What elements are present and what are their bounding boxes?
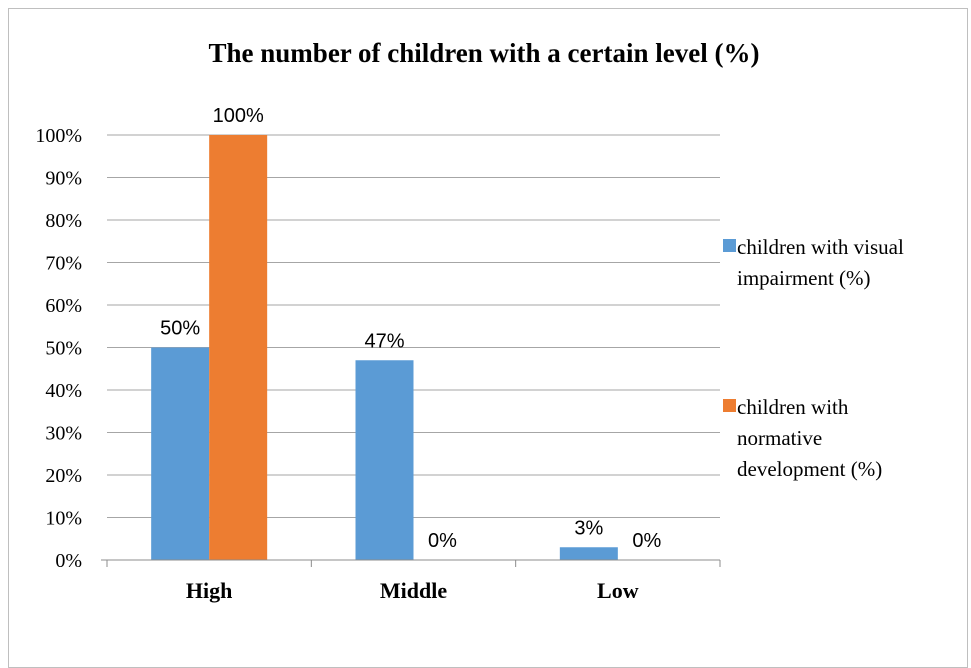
data-label: 0% xyxy=(632,530,661,552)
y-tick-label: 30% xyxy=(45,423,82,445)
bar xyxy=(355,360,414,560)
y-tick-label: 40% xyxy=(45,380,82,402)
legend-label-line: development (%) xyxy=(737,457,882,481)
legend-label-line: impairment (%) xyxy=(737,266,871,290)
legend-item: children with visual impairment (%) xyxy=(723,235,904,290)
bar xyxy=(209,135,268,560)
y-tick-label: 50% xyxy=(45,338,82,360)
legend-label: children with visual impairment (%) xyxy=(737,235,904,290)
x-tick-label: Middle xyxy=(380,578,447,603)
data-label: 50% xyxy=(160,318,200,340)
x-tick-label: High xyxy=(186,578,232,603)
y-tick-label: 100% xyxy=(35,125,82,147)
legend-label-line: children with visual xyxy=(737,235,904,259)
data-label: 3% xyxy=(574,517,603,539)
bars xyxy=(151,135,618,560)
data-label: 0% xyxy=(428,530,457,552)
legend-label: children with normative development (%) xyxy=(737,395,882,481)
legend-swatch xyxy=(723,399,736,412)
axes xyxy=(101,559,721,567)
y-tick-label: 80% xyxy=(45,210,82,232)
bar-chart: The number of children with a certain le… xyxy=(35,38,904,603)
y-tick-label: 70% xyxy=(45,253,82,275)
y-tick-label: 90% xyxy=(45,168,82,190)
labels: 0% 10% 20% 30% 40% 50% 60% 70% 80% 90% 100% 50% 47% 3… xyxy=(35,105,661,603)
bar xyxy=(559,547,618,560)
legend-item: children with normative development (%) xyxy=(723,395,882,481)
legend-label-line: normative xyxy=(737,426,822,450)
chart-title: The number of children with a certain le… xyxy=(209,38,760,68)
legend: children with visual impairment (%)childr… xyxy=(723,235,904,481)
y-tick-label: 10% xyxy=(45,508,82,530)
legend-label-line: children with xyxy=(737,395,849,419)
legend-swatch xyxy=(723,239,736,252)
y-tick-label: 0% xyxy=(55,550,82,572)
y-tick-label: 60% xyxy=(45,295,82,317)
y-tick-label: 20% xyxy=(45,465,82,487)
x-tick-label: Low xyxy=(597,578,639,603)
data-label: 100% xyxy=(213,105,264,127)
bar xyxy=(151,347,210,560)
data-label: 47% xyxy=(364,330,404,352)
